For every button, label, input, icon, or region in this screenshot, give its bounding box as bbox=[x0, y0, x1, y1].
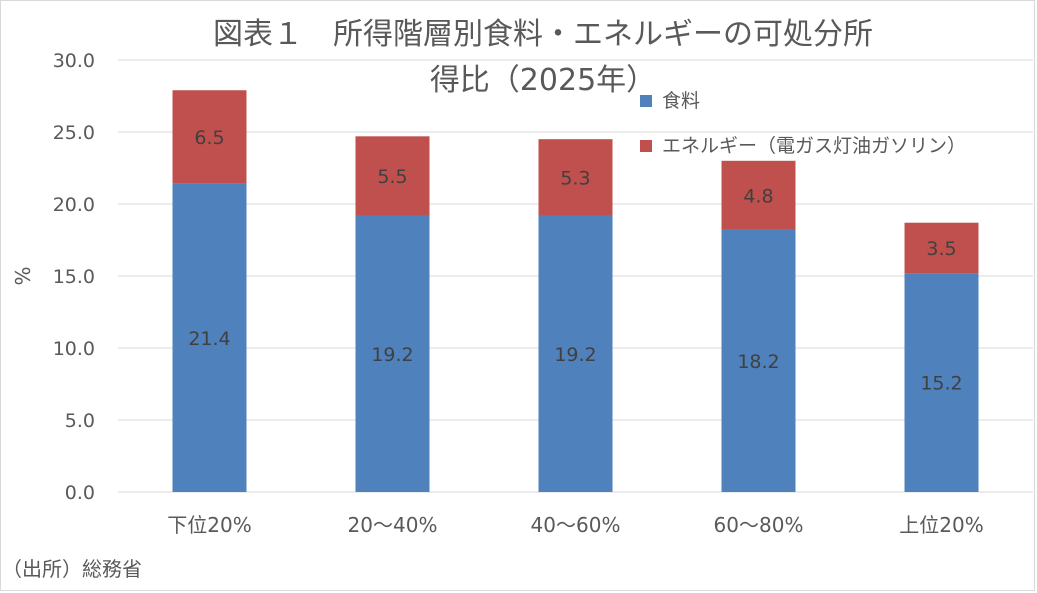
y-tick-label: 15.0 bbox=[53, 266, 95, 288]
bars bbox=[172, 90, 979, 493]
data-labels: 21.4 6.5 19.2 5.5 19.2 5.3 18.2 4.8 15.2 3.5 bbox=[188, 127, 962, 395]
y-axis-ticks: 0.0 5.0 10.0 15.0 20.0 25.0 30.0 bbox=[53, 50, 95, 504]
bar-segment bbox=[538, 215, 613, 492]
chart-title-line-1: 図表１ 所得階層別食料・エネルギーの可処分所 bbox=[213, 17, 873, 52]
data-label: 4.8 bbox=[743, 185, 773, 207]
legend-label: エネルギー（電ガス灯油ガソリン） bbox=[662, 135, 966, 157]
data-label: 5.3 bbox=[560, 167, 590, 189]
bar-segment bbox=[172, 183, 247, 492]
y-axis-label: % bbox=[11, 266, 35, 285]
source-note: （出所）総務省 bbox=[2, 557, 142, 581]
data-label: 21.4 bbox=[188, 328, 230, 350]
x-category-label: 60～80% bbox=[714, 513, 804, 537]
bar-segment bbox=[904, 273, 979, 492]
chart-title: 図表１ 所得階層別食料・エネルギーの可処分所 得比（2025年） bbox=[213, 17, 873, 98]
data-label: 3.5 bbox=[926, 238, 956, 260]
bar-segment bbox=[721, 160, 796, 230]
data-label: 18.2 bbox=[737, 351, 779, 373]
bar-segment bbox=[355, 215, 430, 492]
x-category-label: 下位20% bbox=[167, 513, 251, 537]
data-label: 6.5 bbox=[194, 127, 224, 149]
x-axis-categories: 下位20% 20～40% 40～60% 60～80% 上位20% bbox=[167, 513, 983, 537]
y-tick-label: 0.0 bbox=[65, 482, 95, 504]
bar-segment bbox=[904, 222, 979, 274]
x-category-label: 上位20% bbox=[899, 513, 983, 537]
data-label: 15.2 bbox=[920, 373, 962, 395]
legend-label: 食料 bbox=[662, 90, 700, 112]
y-tick-label: 25.0 bbox=[53, 122, 95, 144]
x-category-label: 20～40% bbox=[348, 513, 438, 537]
legend-swatch bbox=[640, 140, 652, 152]
data-label: 19.2 bbox=[371, 344, 413, 366]
y-tick-label: 30.0 bbox=[53, 50, 95, 72]
bar-segment bbox=[355, 136, 430, 216]
legend-swatch bbox=[640, 95, 652, 107]
y-tick-label: 5.0 bbox=[65, 410, 95, 432]
y-tick-label: 10.0 bbox=[53, 338, 95, 360]
bar-segment bbox=[721, 229, 796, 493]
x-category-label: 40～60% bbox=[531, 513, 621, 537]
y-tick-label: 20.0 bbox=[53, 194, 95, 216]
gridlines bbox=[118, 59, 1033, 493]
chart-title-line-2: 得比（2025年） bbox=[430, 63, 656, 98]
data-label: 5.5 bbox=[377, 166, 407, 188]
bar-segment bbox=[538, 139, 613, 216]
bar-segment bbox=[172, 90, 247, 184]
data-label: 19.2 bbox=[554, 344, 596, 366]
